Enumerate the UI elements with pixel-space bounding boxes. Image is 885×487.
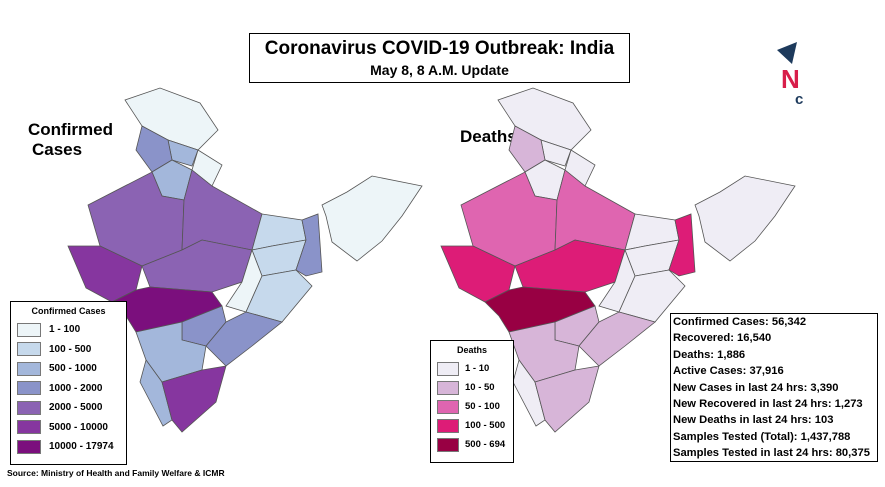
legend-label: 100 - 500 (49, 343, 92, 355)
legend-item: 5000 - 10000 (17, 418, 120, 438)
svg-text:N: N (781, 64, 800, 94)
legend-label: 1 - 100 (49, 324, 81, 336)
legend-item: 10000 - 17974 (17, 437, 120, 457)
legend-swatch (17, 361, 41, 376)
svg-text:c: c (795, 91, 803, 108)
stat-line: Deaths: 1,886 (673, 348, 746, 361)
state-region-od (618, 269, 686, 323)
legend-item: 1000 - 2000 (17, 379, 120, 399)
legend-swatch (437, 361, 459, 376)
stat-line: Confirmed Cases: 56,342 (673, 316, 807, 328)
legend-swatch (17, 400, 41, 415)
legend-label: 1000 - 2000 (49, 382, 103, 394)
legend-title: Confirmed Cases (31, 306, 106, 316)
legend-label: 50 - 100 (465, 401, 500, 412)
state-region-ne (321, 175, 423, 262)
legend-item: 100 - 500 (17, 340, 120, 360)
page-title: Coronavirus COVID-19 Outbreak: India (264, 38, 615, 59)
legend-label: 10 - 50 (465, 382, 495, 393)
title-box: Coronavirus COVID-19 Outbreak: India May… (249, 33, 630, 83)
summary-stats-box: Confirmed Cases: 56,342 Recovered: 16,540… (670, 313, 878, 462)
state-region-kl (139, 359, 173, 427)
legend-swatch (437, 418, 459, 433)
state-region-od (245, 269, 313, 323)
legend-item: 2000 - 5000 (17, 398, 120, 418)
legend-item: 10 - 50 (437, 378, 507, 397)
legend-label: 500 - 694 (465, 439, 506, 450)
legend-swatch (17, 381, 41, 396)
state-region-wb (295, 213, 323, 277)
stat-line: New Deaths in last 24 hrs: 103 (673, 414, 834, 427)
legend-item: 50 - 100 (437, 397, 507, 416)
state-region-ne (694, 175, 796, 262)
nc-logo: N c (777, 42, 803, 108)
legend-label: 100 - 500 (465, 420, 506, 431)
legend-label: 10000 - 17974 (49, 441, 114, 453)
state-region-up (554, 169, 636, 251)
state-region-kl (512, 359, 546, 427)
legend-swatch (17, 342, 41, 357)
legend-swatch (17, 439, 41, 454)
stat-line: Active Cases: 37,916 (673, 365, 784, 378)
legend-label: 1 - 10 (465, 363, 490, 374)
state-region-wb (668, 213, 696, 277)
stat-line: New Cases in last 24 hrs: 3,390 (673, 381, 839, 394)
title-line: Cases (32, 140, 83, 159)
legend-label: 5000 - 10000 (49, 421, 108, 433)
confirmed-map-title: Confirmed Cases (28, 120, 113, 160)
deaths-legend: Deaths 1 - 10 10 - 50 50 - 100 100 - 500 500… (430, 340, 514, 463)
legend-label: 500 - 1000 (49, 363, 97, 375)
state-region-tn (161, 365, 227, 433)
legend-item: 500 - 694 (437, 435, 507, 454)
legend-item: 1 - 10 (437, 359, 507, 378)
stat-line: New Recovered in last 24 hrs: 1,273 (673, 398, 863, 411)
legend-swatch (17, 322, 41, 337)
legend-title: Deaths (456, 345, 487, 355)
stat-line: Samples Tested in last 24 hrs: 80,375 (673, 447, 870, 460)
legend-swatch (437, 380, 459, 395)
stat-line: Samples Tested (Total): 1,437,788 (673, 430, 851, 443)
legend-swatch (437, 437, 459, 452)
page-subtitle: May 8, 8 A.M. Update (370, 62, 509, 78)
legend-swatch (437, 399, 459, 414)
stat-line: Recovered: 16,540 (673, 332, 772, 345)
legend-item: 1 - 100 (17, 320, 120, 340)
legend-label: 2000 - 5000 (49, 402, 103, 414)
legend-item: 100 - 500 (437, 416, 507, 435)
state-region-tn (534, 365, 600, 433)
source-note: Source: Ministry of Health and Family We… (7, 468, 225, 478)
legend-swatch (17, 420, 41, 435)
legend-item: 500 - 1000 (17, 359, 120, 379)
deaths-map-title: Deaths (460, 127, 517, 146)
confirmed-legend: Confirmed Cases 1 - 100 100 - 500 500 - 10… (10, 301, 127, 465)
title-line: Confirmed (28, 120, 113, 139)
